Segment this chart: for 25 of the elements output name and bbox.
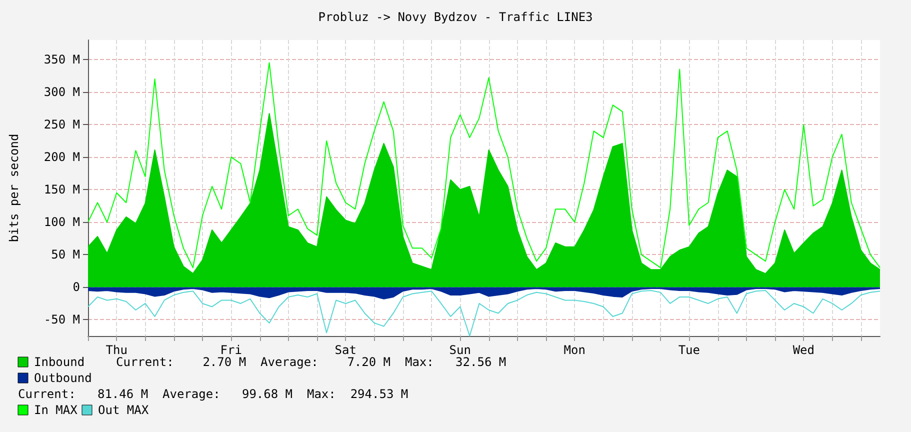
x-tick-label: Tue bbox=[678, 343, 700, 357]
y-tick-label: 350 M bbox=[44, 52, 80, 67]
x-tick-label: Sat bbox=[334, 343, 356, 357]
text: Current: 81.46 M Average: 99.68 M Max: 294.53 M bbox=[18, 387, 408, 401]
y-tick-label: 300 M bbox=[44, 85, 80, 100]
y-tick-label: 250 M bbox=[44, 118, 80, 132]
y-axis-title: bits per second bbox=[7, 134, 21, 242]
x-tick-label: Sun bbox=[449, 343, 471, 357]
x-tick-label: Wed bbox=[792, 343, 815, 357]
text: Current: 2.70 M Average: 7.20 M Max: 32.56 M bbox=[116, 355, 506, 369]
line-series bbox=[88, 62, 880, 268]
x-tick-label: Thu bbox=[106, 343, 128, 357]
y-tick-label: 0 bbox=[72, 280, 80, 294]
y-tick-label: 50 M bbox=[51, 248, 80, 262]
y-tick-label: 150 M bbox=[44, 182, 80, 197]
legend-label: In MAX bbox=[34, 403, 78, 417]
legend-label: Out MAX bbox=[98, 403, 150, 417]
x-tick-label: Fri bbox=[220, 343, 242, 357]
y-tick-label: 200 M bbox=[44, 150, 80, 164]
chart-title: Probluz -> Novy Bydzov - Traffic LINE3 bbox=[318, 10, 593, 24]
legend-label: Outbound bbox=[34, 371, 92, 385]
y-tick-label: 100 M bbox=[44, 215, 80, 230]
x-tick-label: Mon bbox=[564, 343, 586, 357]
legend-label: Inbound bbox=[34, 355, 85, 369]
y-tick-label: -50 M bbox=[44, 312, 80, 327]
